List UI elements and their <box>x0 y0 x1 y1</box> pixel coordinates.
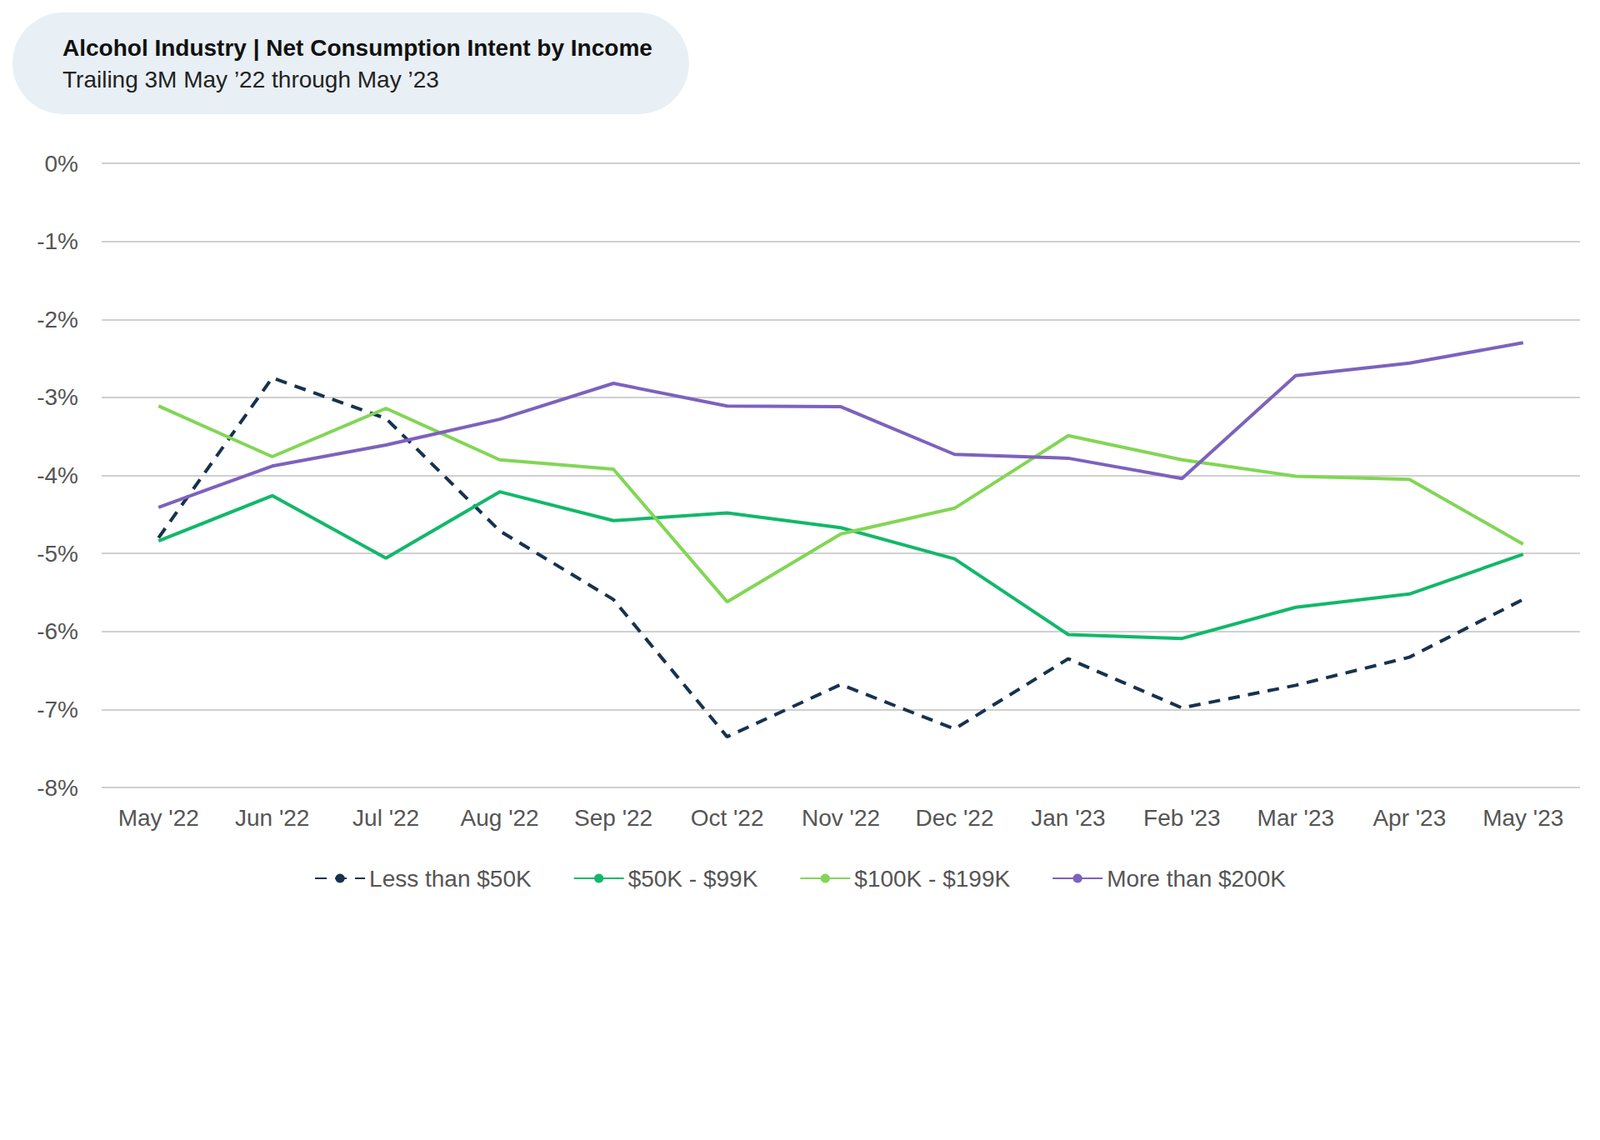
svg-text:Less than $50K: Less than $50K <box>369 865 532 892</box>
svg-text:Aug '22: Aug '22 <box>460 805 540 831</box>
svg-text:Apr '23: Apr '23 <box>1372 805 1446 831</box>
svg-text:Jun '22: Jun '22 <box>235 805 310 831</box>
svg-text:Jul '22: Jul '22 <box>352 805 420 831</box>
svg-text:-5%: -5% <box>36 540 79 567</box>
svg-text:Trailing 3M May ’22 through Ma: Trailing 3M May ’22 through May ’23 <box>62 66 440 93</box>
svg-text:-7%: -7% <box>36 696 79 723</box>
svg-text:-3%: -3% <box>36 384 79 410</box>
svg-text:Nov '22: Nov '22 <box>801 805 880 831</box>
svg-text:More than $200K: More than $200K <box>1106 865 1286 892</box>
svg-text:Alcohol Industry | Net Consump: Alcohol Industry | Net Consumption Inten… <box>62 35 653 61</box>
svg-text:May '22: May '22 <box>118 805 200 831</box>
svg-text:$100K - $199K: $100K - $199K <box>854 865 1010 892</box>
svg-text:-1%: -1% <box>36 228 79 255</box>
svg-text:-8%: -8% <box>36 775 79 801</box>
svg-text:May '23: May '23 <box>1482 805 1564 831</box>
svg-text:Jan '23: Jan '23 <box>1030 805 1105 831</box>
svg-text:Mar '23: Mar '23 <box>1257 805 1335 831</box>
svg-text:Feb '23: Feb '23 <box>1143 805 1221 831</box>
svg-text:$50K - $99K: $50K - $99K <box>628 865 759 892</box>
svg-text:-4%: -4% <box>36 462 79 489</box>
svg-text:-6%: -6% <box>36 618 79 645</box>
svg-text:Dec '22: Dec '22 <box>915 805 994 831</box>
svg-text:Oct '22: Oct '22 <box>690 805 765 831</box>
svg-text:-2%: -2% <box>36 306 79 333</box>
svg-text:0%: 0% <box>45 150 79 177</box>
svg-text:Sep '22: Sep '22 <box>574 805 653 831</box>
